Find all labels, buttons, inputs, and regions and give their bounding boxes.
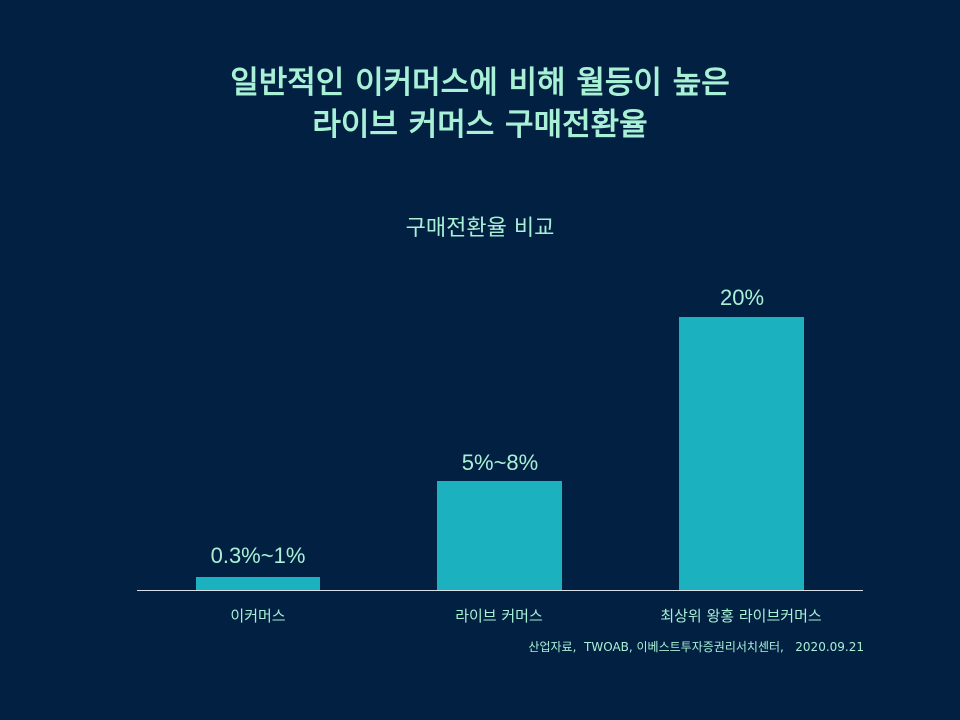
bar-top-wanghong bbox=[679, 317, 804, 590]
value-label-top-wanghong: 20% bbox=[719, 285, 765, 310]
chart-subtitle: 구매전환율 비교 bbox=[405, 216, 555, 241]
chart-main-title: 일반적인 이커머스에 비해 월등이 높은 라이브 커머스 구매전환율 bbox=[0, 62, 960, 146]
x-axis-line bbox=[137, 590, 863, 591]
title-line-2: 라이브 커머스 구매전환율 bbox=[312, 107, 648, 143]
x-tick-live-commerce: 라이브 커머스 bbox=[455, 607, 543, 625]
title-line-1: 일반적인 이커머스에 비해 월등이 높은 bbox=[230, 65, 730, 101]
bar-ecommerce bbox=[196, 577, 320, 590]
bar-live-commerce bbox=[437, 481, 562, 590]
source-note: 산업자료, TWOAB, 이베스트투자증권리서치센터, 2020.09.21 bbox=[528, 640, 864, 654]
x-tick-top-wanghong: 최상위 왕홍 라이브커머스 bbox=[660, 607, 822, 625]
x-tick-ecommerce: 이커머스 bbox=[230, 607, 286, 625]
value-label-live-commerce: 5%~8% bbox=[461, 450, 539, 475]
value-label-ecommerce: 0.3%~1% bbox=[210, 543, 306, 568]
